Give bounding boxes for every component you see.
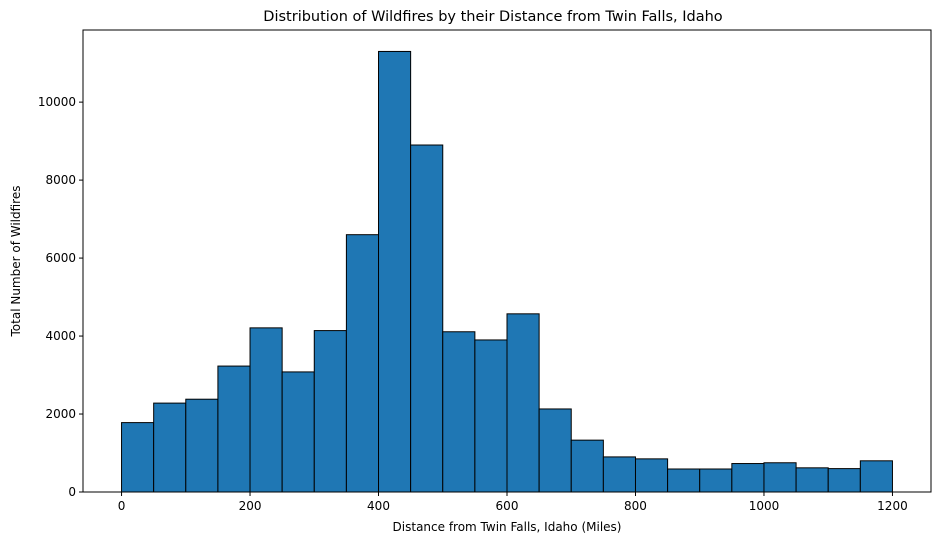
- histogram-bar: [217, 365, 251, 493]
- histogram-bar: [410, 144, 444, 493]
- histogram-bar: [827, 468, 861, 493]
- histogram-bar: [763, 462, 797, 493]
- histogram-bar: [121, 422, 155, 493]
- histogram-bar: [731, 463, 765, 493]
- y-tick-label: 2000: [45, 407, 76, 421]
- histogram-bar: [442, 331, 476, 493]
- histogram-bar: [667, 468, 701, 493]
- histogram-bar: [538, 408, 572, 493]
- histogram-bar: [345, 234, 380, 493]
- histogram-bar: [859, 460, 893, 493]
- histogram-bar: [153, 402, 187, 493]
- histogram-bar: [634, 458, 669, 493]
- histogram-bar: [281, 371, 315, 493]
- x-tick-label: 400: [367, 499, 390, 513]
- histogram-bar: [185, 398, 219, 493]
- histogram-bar: [378, 50, 412, 493]
- y-tick-label: 0: [68, 485, 76, 499]
- histogram-bar: [699, 468, 733, 493]
- x-axis-label: Distance from Twin Falls, Idaho (Miles): [393, 520, 622, 534]
- y-tick-label: 10000: [38, 95, 76, 109]
- x-tick-label: 200: [239, 499, 262, 513]
- x-tick-label: 1200: [877, 499, 908, 513]
- histogram-bar: [570, 439, 604, 493]
- x-tick-label: 0: [118, 499, 126, 513]
- y-axis-label: Total Number of Wildfires: [9, 186, 23, 338]
- chart-title: Distribution of Wildfires by their Dista…: [263, 9, 723, 25]
- histogram-bar: [602, 456, 636, 493]
- y-tick-label: 8000: [45, 173, 76, 187]
- x-tick-label: 800: [624, 499, 647, 513]
- x-axis-ticks: 0 200 400 600 800 1000 1200: [118, 492, 908, 513]
- bars-group: [121, 50, 893, 493]
- histogram-bar: [474, 339, 508, 493]
- plot-frame: [82, 29, 932, 493]
- histogram-bar: [506, 313, 540, 493]
- y-tick-label: 6000: [45, 251, 76, 265]
- y-axis-ticks: 0 2000 4000 6000 8000 10000: [38, 95, 83, 499]
- histogram-bar: [249, 327, 283, 493]
- y-tick-label: 4000: [45, 329, 76, 343]
- histogram-bar: [795, 467, 829, 493]
- histogram-bar: [313, 330, 347, 493]
- x-tick-label: 1000: [749, 499, 780, 513]
- x-tick-label: 600: [496, 499, 519, 513]
